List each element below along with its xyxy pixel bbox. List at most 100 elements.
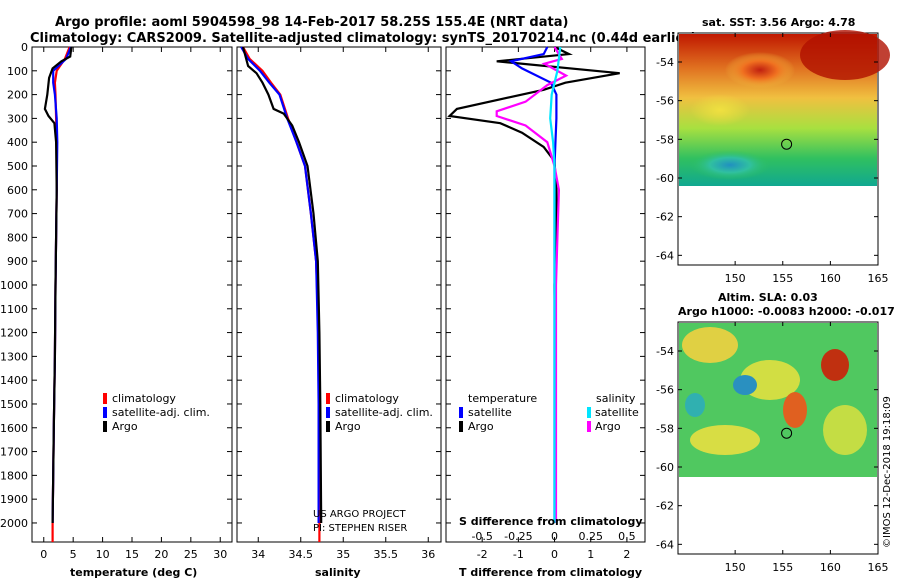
depth-tick-label: 1600 bbox=[0, 422, 28, 435]
salinity-plot-frame bbox=[236, 46, 442, 543]
sla-map-subtitle: Argo h1000: -0.0083 h2000: -0.017 bbox=[678, 305, 895, 318]
salinity-axis-label: salinity bbox=[315, 566, 361, 579]
lon-tick-label: 160 bbox=[820, 561, 841, 574]
legend-swatch-climatology bbox=[326, 393, 330, 404]
s-diff-tick-label: -0.25 bbox=[504, 530, 532, 543]
depth-tick-label: 1000 bbox=[0, 279, 28, 292]
salinity-x-axis: 34 34.5 35 35.5 36 bbox=[251, 47, 435, 561]
x-tick-label: 1 bbox=[587, 548, 594, 561]
legend-label-s-satellite: satellite bbox=[595, 406, 639, 419]
x-tick-label: 5 bbox=[70, 548, 77, 561]
legend-swatch-climatology bbox=[103, 393, 107, 404]
x-tick-label: 0 bbox=[40, 548, 47, 561]
argo-position-marker bbox=[781, 427, 793, 439]
legend-swatch-t-argo bbox=[459, 421, 463, 432]
salinity-series bbox=[240, 46, 323, 542]
difference-series bbox=[447, 46, 620, 523]
sla-high-patch bbox=[783, 392, 807, 428]
sla-positive-patch bbox=[682, 327, 738, 363]
depth-tick-label: 300 bbox=[7, 112, 28, 125]
depth-tick-label: 900 bbox=[7, 255, 28, 268]
sla-map-title: Altim. SLA: 0.03 bbox=[718, 291, 818, 304]
depth-tick-label: 200 bbox=[7, 89, 28, 102]
argo-position-marker bbox=[781, 138, 793, 150]
legend-label-climatology: climatology bbox=[335, 392, 399, 405]
legend-label-satellite-adj: satellite-adj. clim. bbox=[335, 406, 433, 419]
legend-swatch-argo bbox=[103, 421, 107, 432]
sst-warm-patch bbox=[725, 52, 795, 88]
lat-tick-label: -56 bbox=[656, 384, 674, 397]
lat-tick-label: -56 bbox=[656, 95, 674, 108]
figure-title-line2: Climatology: CARS2009. Satellite-adjuste… bbox=[30, 31, 697, 46]
legend-swatch-s-argo bbox=[587, 421, 591, 432]
legend-swatch-argo bbox=[326, 421, 330, 432]
depth-tick-label: 800 bbox=[7, 231, 28, 244]
depth-tick-label: 0 bbox=[21, 41, 28, 54]
lon-tick-label: 155 bbox=[772, 561, 793, 574]
series-line-satellite-adj-clim- bbox=[240, 46, 320, 523]
x-tick-label: 15 bbox=[125, 548, 139, 561]
difference-panel: -2 -1 0 1 2 -0.5 -0.25 0 0.25 0.5 T difference f… bbox=[445, 46, 646, 579]
depth-tick-label: 2000 bbox=[0, 517, 28, 530]
legend-title-temperature: temperature bbox=[468, 392, 537, 405]
depth-tick-label: 1900 bbox=[0, 493, 28, 506]
depth-tick-label: 1400 bbox=[0, 374, 28, 387]
legend-label-argo: Argo bbox=[335, 420, 361, 433]
sla-high-patch bbox=[821, 349, 849, 381]
legend-label-t-satellite: satellite bbox=[468, 406, 512, 419]
salinity-depth-ticks bbox=[237, 46, 441, 524]
project-credit: US ARGO PROJECT bbox=[313, 509, 407, 520]
sst-cold-patch bbox=[690, 150, 770, 180]
t-difference-axis-label: T difference from climatology bbox=[459, 566, 642, 579]
series-line-argo-s bbox=[495, 46, 569, 523]
sla-negative-patch bbox=[685, 393, 705, 417]
depth-tick-label: 1100 bbox=[0, 303, 28, 316]
x-tick-label: 2 bbox=[623, 548, 630, 561]
lat-tick-label: -54 bbox=[656, 56, 674, 69]
sla-map-axes: -54 -56 -58 -60 -62 -64 150 155 160 165 bbox=[656, 322, 889, 574]
legend-label-t-argo: Argo bbox=[468, 420, 494, 433]
series-line-argo bbox=[241, 46, 323, 524]
lat-tick-label: -58 bbox=[656, 133, 674, 146]
lat-tick-label: -64 bbox=[656, 538, 674, 551]
legend-label-argo: Argo bbox=[112, 420, 138, 433]
depth-tick-label: 600 bbox=[7, 184, 28, 197]
temperature-legend: climatology satellite-adj. clim. Argo bbox=[103, 392, 210, 433]
lat-tick-label: -64 bbox=[656, 249, 674, 262]
difference-x-axis: -2 -1 0 1 2 bbox=[477, 47, 630, 561]
lon-tick-label: 160 bbox=[820, 272, 841, 285]
sst-map-panel: sat. SST: 3.56 Argo: 4.78 -54 -56 -58 -60 -6… bbox=[656, 16, 890, 285]
legend-label-climatology: climatology bbox=[112, 392, 176, 405]
difference-legend: temperature salinity satellite Argo sate… bbox=[459, 392, 639, 433]
s-diff-tick-label: 0.25 bbox=[578, 530, 603, 543]
depth-tick-label: 1200 bbox=[0, 327, 28, 340]
temperature-axis-label: temperature (deg C) bbox=[70, 566, 197, 579]
s-difference-axis-label: S difference from climatology bbox=[459, 515, 643, 528]
sst-map-title: sat. SST: 3.56 Argo: 4.78 bbox=[702, 16, 855, 29]
lat-tick-label: -60 bbox=[656, 172, 674, 185]
lon-tick-label: 150 bbox=[725, 561, 746, 574]
difference-s-axis: -0.5 -0.25 0 0.25 0.5 bbox=[471, 530, 635, 543]
series-line-argo bbox=[43, 46, 73, 524]
salinity-legend: climatology satellite-adj. clim. Argo bbox=[326, 392, 433, 433]
sst-mid-patch bbox=[690, 94, 750, 126]
lat-tick-label: -60 bbox=[656, 461, 674, 474]
depth-tick-label: 1500 bbox=[0, 398, 28, 411]
temperature-series bbox=[43, 46, 73, 542]
lon-tick-label: 155 bbox=[772, 272, 793, 285]
x-tick-label: 0 bbox=[551, 548, 558, 561]
x-tick-label: 34.5 bbox=[289, 548, 314, 561]
sst-field bbox=[679, 30, 890, 186]
difference-plot-frame bbox=[445, 46, 646, 543]
depth-tick-label: 1700 bbox=[0, 446, 28, 459]
temperature-depth-axis: 0 100 200 300 400 500 600 700 800 900 1000 1100 1200… bbox=[0, 41, 232, 530]
x-tick-label: 35.5 bbox=[374, 548, 399, 561]
legend-title-salinity: salinity bbox=[596, 392, 636, 405]
s-diff-tick-label: 0.5 bbox=[618, 530, 636, 543]
x-tick-label: 36 bbox=[421, 548, 435, 561]
sla-map-panel: Altim. SLA: 0.03 Argo h1000: -0.0083 h20… bbox=[656, 291, 895, 574]
salinity-panel: 34 34.5 35 35.5 36 salinity climatology sate… bbox=[236, 46, 442, 579]
s-diff-tick-label: 0 bbox=[551, 530, 558, 543]
